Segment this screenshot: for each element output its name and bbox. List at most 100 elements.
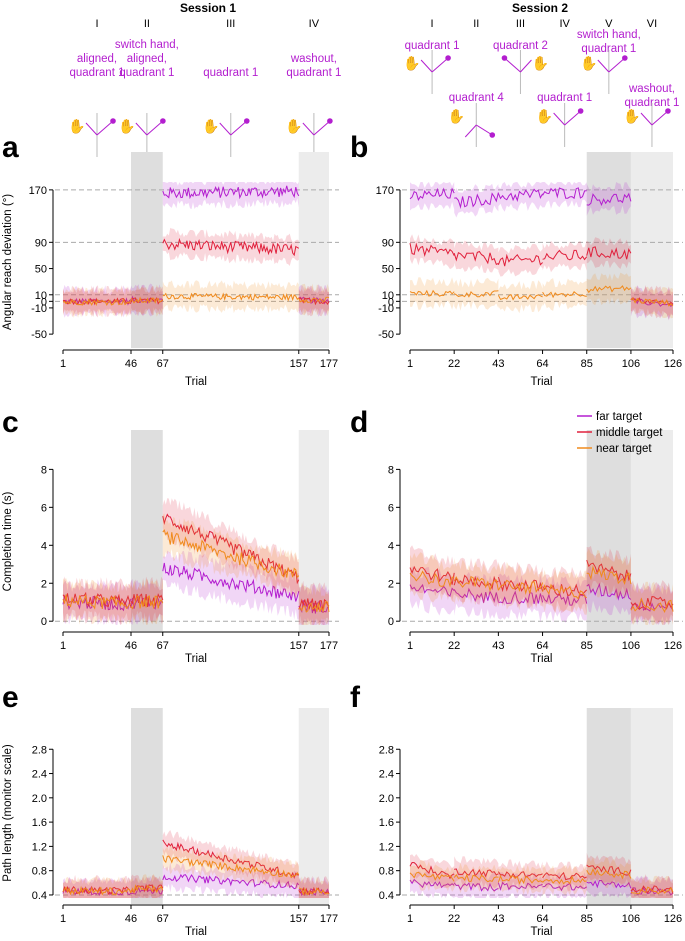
target-dot bbox=[110, 118, 116, 124]
y-tick-label: -10 bbox=[378, 303, 394, 315]
reach-line bbox=[421, 60, 432, 72]
error-band bbox=[410, 234, 454, 269]
target-dot bbox=[578, 108, 584, 114]
x-axis-label: Trial bbox=[185, 653, 207, 665]
legend-label: far target bbox=[596, 411, 643, 423]
y-tick-label: 6 bbox=[41, 502, 47, 514]
phase-numeral-iv: IV bbox=[309, 18, 320, 30]
hand-glyph: ✋ bbox=[118, 113, 166, 157]
x-tick-label: 22 bbox=[448, 913, 460, 925]
y-tick-label: 2.8 bbox=[379, 744, 394, 756]
panel-a: a1709050100-10-50Angular reach deviation… bbox=[2, 131, 339, 388]
phase-label: switch hand, aligned, quadrant 1 bbox=[115, 39, 179, 79]
target-dot bbox=[502, 55, 508, 61]
x-tick-label: 1 bbox=[407, 640, 413, 652]
error-band bbox=[543, 240, 587, 272]
hand-icon: ✋ bbox=[68, 118, 85, 134]
y-axis-label: Angular reach deviation (°) bbox=[2, 194, 14, 330]
y-tick-label: 0 bbox=[41, 616, 47, 628]
x-axis-label: Trial bbox=[531, 376, 553, 388]
y-tick-label: -10 bbox=[31, 303, 47, 315]
y-tick-label: 4 bbox=[388, 540, 394, 552]
x-tick-label: 1 bbox=[60, 640, 66, 652]
reach-line bbox=[136, 123, 147, 135]
y-tick-label: 0.8 bbox=[379, 866, 394, 878]
x-tick-label: 64 bbox=[536, 358, 548, 370]
x-tick-label: 177 bbox=[320, 640, 338, 652]
hand-icon: ✋ bbox=[202, 118, 219, 134]
x-tick-label: 46 bbox=[125, 640, 137, 652]
hand-glyph: ✋ bbox=[68, 113, 116, 157]
x-tick-label: 85 bbox=[581, 913, 593, 925]
panel-c: c02468Completion time (s)1 46 67 157 177Tria… bbox=[2, 406, 339, 665]
x-axis-label: Trial bbox=[531, 926, 553, 938]
phase-numeral-i: I bbox=[95, 18, 98, 30]
x-tick-label: 67 bbox=[157, 640, 169, 652]
x-axis-label: Trial bbox=[531, 653, 553, 665]
panel-letter-e: e bbox=[2, 681, 19, 714]
legend-label: near target bbox=[596, 443, 652, 455]
session-title-1: Session 1 bbox=[180, 1, 236, 15]
x-tick-label: 43 bbox=[492, 358, 504, 370]
phase-label: washout, quadrant 1 bbox=[286, 53, 341, 79]
phase-label-line: quadrant 1 bbox=[537, 92, 592, 104]
x-tick-label: 67 bbox=[157, 913, 169, 925]
target-dot bbox=[665, 108, 671, 114]
y-tick-label: 1.6 bbox=[32, 817, 47, 829]
x-tick-label: 43 bbox=[492, 913, 504, 925]
hand-glyph: ✋ bbox=[502, 50, 550, 94]
y-tick-label: 2.4 bbox=[379, 769, 394, 781]
phase-label-line: aligned, bbox=[77, 53, 117, 65]
hand-glyph: ✋ bbox=[536, 103, 584, 147]
phase-numeral-vi: VI bbox=[647, 18, 657, 30]
x-tick-label: 157 bbox=[290, 358, 308, 370]
legend-item: far target bbox=[577, 411, 643, 423]
reach-line bbox=[476, 125, 492, 135]
phase-label-line: quadrant 4 bbox=[449, 92, 505, 104]
phase-label-line: quadrant 1 bbox=[286, 67, 341, 79]
error-band bbox=[454, 278, 498, 311]
hand-icon: ✋ bbox=[285, 118, 302, 134]
target-dot bbox=[160, 118, 166, 124]
y-tick-label: 4 bbox=[41, 540, 47, 552]
y-tick-label: -50 bbox=[378, 329, 394, 341]
x-tick-label: 85 bbox=[581, 358, 593, 370]
hand-glyph: ✋ bbox=[448, 103, 496, 147]
hand-icon: ✋ bbox=[623, 108, 640, 124]
hand-icon: ✋ bbox=[118, 118, 135, 134]
reach-line bbox=[465, 125, 476, 137]
phase-label-line: washout, bbox=[290, 53, 337, 65]
phase-shade bbox=[299, 152, 329, 348]
y-tick-label: 1.2 bbox=[379, 841, 394, 853]
error-band bbox=[163, 228, 299, 266]
phase-label-line: switch hand, bbox=[115, 39, 179, 51]
x-tick-label: 85 bbox=[581, 640, 593, 652]
x-tick-label: 64 bbox=[536, 913, 548, 925]
target-dot bbox=[489, 132, 495, 138]
y-tick-label: 2.4 bbox=[32, 769, 47, 781]
phase-label: quadrant 1 bbox=[537, 92, 592, 104]
x-tick-label: 177 bbox=[320, 358, 338, 370]
reach-line bbox=[609, 58, 625, 72]
x-tick-label: 106 bbox=[622, 640, 640, 652]
phase-numeral-iv: IV bbox=[559, 18, 570, 30]
x-tick-label: 1 bbox=[60, 913, 66, 925]
y-tick-label: 2 bbox=[41, 578, 47, 590]
reach-line bbox=[97, 121, 113, 135]
y-tick-label: 2.0 bbox=[379, 793, 394, 805]
y-tick-label: 0.8 bbox=[32, 866, 47, 878]
y-tick-label: 1.2 bbox=[32, 841, 47, 853]
reach-line bbox=[504, 58, 520, 72]
phase-label-line: quadrant 1 bbox=[203, 67, 258, 79]
hand-glyph: ✋ bbox=[285, 113, 333, 157]
target-dot bbox=[445, 55, 451, 61]
panel-b: b 170 90 50 100-10 -50 1 22 43 64 85 106 126 Trial bbox=[350, 131, 683, 388]
target-dot bbox=[327, 118, 333, 124]
panel-e: e0.40.81.21.62.02.42.8Path length (monit… bbox=[2, 681, 339, 938]
y-tick-label: 170 bbox=[376, 185, 394, 197]
hand-icon: ✋ bbox=[403, 55, 420, 71]
phase-shade bbox=[131, 708, 163, 904]
y-tick-label: 170 bbox=[29, 185, 47, 197]
y-tick-label: 2.8 bbox=[32, 744, 47, 756]
panel-letter-a: a bbox=[2, 131, 19, 164]
